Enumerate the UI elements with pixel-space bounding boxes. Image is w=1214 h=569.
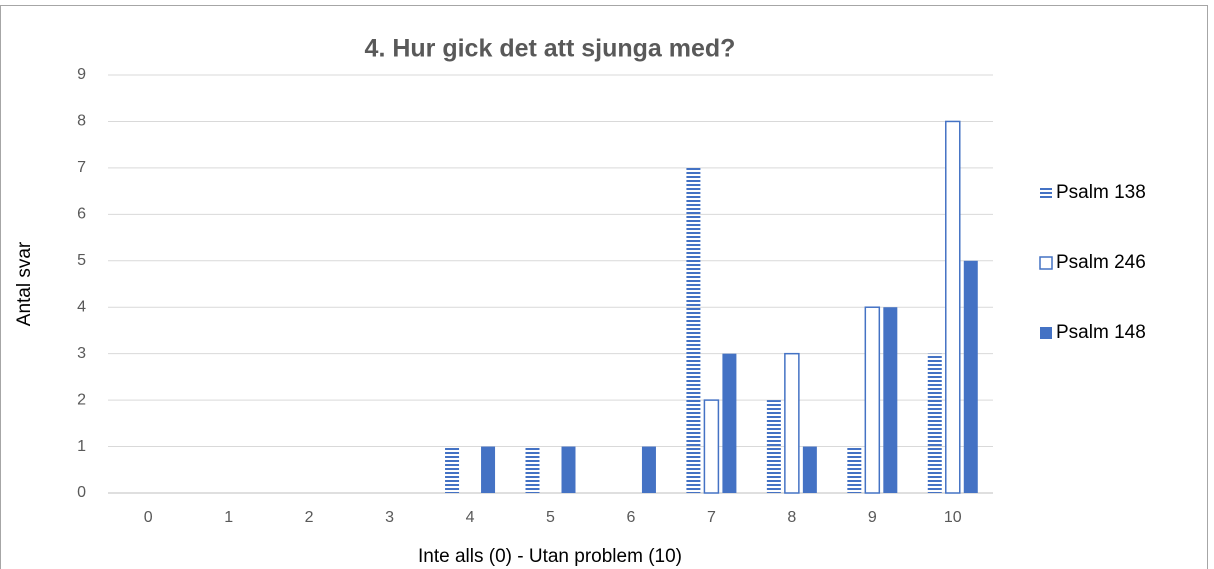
- bar: [802, 446, 817, 493]
- y-tick-label: 3: [77, 345, 86, 362]
- x-tick-label: 2: [305, 509, 314, 526]
- bar: [686, 167, 701, 493]
- legend-swatch: [1040, 187, 1052, 199]
- legend-swatch: [1039, 256, 1053, 270]
- x-tick-label: 9: [868, 509, 877, 526]
- bar: [766, 400, 781, 493]
- x-tick-label: 3: [385, 509, 394, 526]
- x-tick-label: 4: [466, 509, 475, 526]
- bar: [963, 260, 978, 493]
- x-tick-label: 10: [944, 509, 962, 526]
- legend-label: Psalm 138: [1056, 182, 1146, 203]
- x-tick-label: 0: [144, 509, 153, 526]
- y-tick-label: 6: [77, 206, 86, 223]
- bar: [722, 353, 737, 493]
- bar: [847, 446, 862, 493]
- x-tick-label: 7: [707, 509, 716, 526]
- y-tick-label: 8: [77, 113, 86, 130]
- legend-label: Psalm 246: [1056, 252, 1146, 273]
- y-axis-label: Antal svar: [14, 241, 35, 326]
- chart-title: 4. Hur gick det att sjunga med?: [365, 35, 736, 63]
- bar: [641, 446, 656, 493]
- x-tick-label: 8: [787, 509, 796, 526]
- bar: [445, 446, 460, 493]
- legend-label: Psalm 148: [1056, 322, 1146, 343]
- y-tick-label: 4: [77, 298, 86, 315]
- legend-swatch: [1040, 327, 1052, 339]
- y-tick-label: 0: [77, 484, 86, 501]
- y-tick-label: 9: [77, 66, 86, 83]
- y-tick-label: 2: [77, 391, 86, 408]
- x-tick-label: 5: [546, 509, 555, 526]
- y-tick-label: 5: [77, 252, 86, 269]
- x-tick-label: 1: [224, 509, 233, 526]
- y-tick-label: 1: [77, 438, 86, 455]
- bar: [864, 306, 881, 494]
- x-axis-label: Inte alls (0) - Utan problem (10): [418, 546, 682, 567]
- x-tick-label: 6: [627, 509, 636, 526]
- y-tick-label: 7: [77, 159, 86, 176]
- bar: [784, 352, 800, 494]
- bar: [927, 353, 942, 493]
- bar: [945, 120, 961, 494]
- bar: [561, 446, 576, 493]
- bar: [481, 446, 496, 493]
- bar: [883, 307, 898, 493]
- chart-border: [0, 5, 1208, 569]
- bar: [703, 399, 720, 494]
- bar: [525, 446, 540, 493]
